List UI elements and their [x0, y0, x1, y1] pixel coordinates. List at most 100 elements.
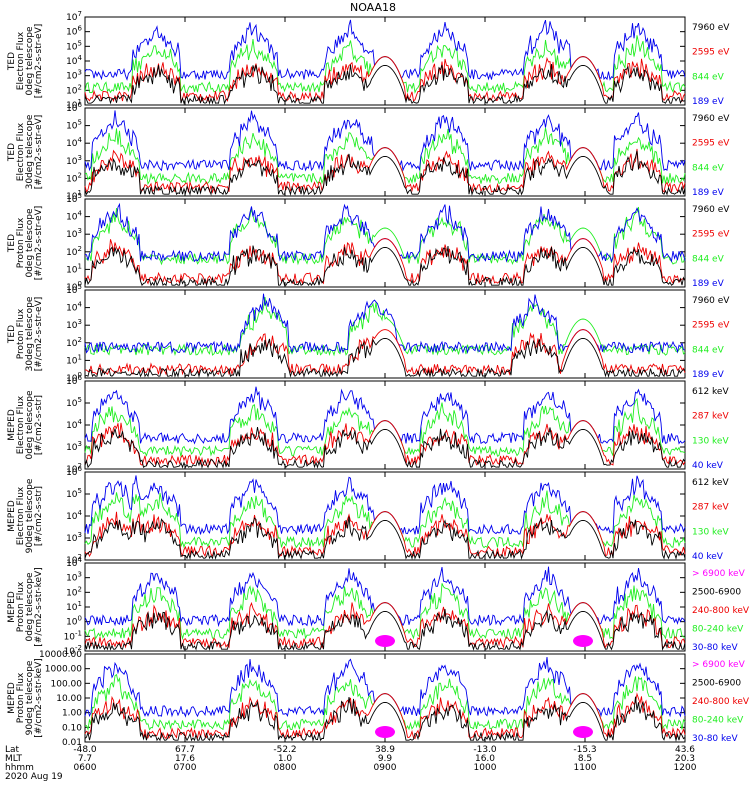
legend-entry: 844 eV	[692, 345, 725, 355]
y-axis-label: Proton Flux	[16, 581, 26, 632]
panel-frame	[84, 380, 686, 470]
y-axis-label: Electron Flux	[16, 395, 26, 454]
series-black	[84, 696, 686, 742]
y-axis-label: TED	[7, 325, 17, 344]
legend-entry: 240-800 keV	[692, 606, 750, 616]
legend-entry: 130 keV	[692, 436, 729, 446]
panel-frame	[84, 16, 686, 106]
panel-6: 102 103 104 105 106 MEPED Electron Flux 90deg t…	[7, 465, 729, 566]
series-blue	[84, 657, 686, 718]
series-blue	[84, 293, 686, 355]
y-tick-label: 101	[66, 353, 82, 366]
y-tick-label: 1000.00	[45, 665, 82, 675]
y-axis-label: [#/cm2-s-str-keV]	[34, 567, 44, 646]
series-blue	[84, 19, 686, 81]
legend-entry: 7960 eV	[692, 23, 730, 33]
legend-entry: 189 eV	[692, 279, 725, 289]
legend-entry: > 6900 keV	[692, 569, 746, 579]
series-magenta	[573, 635, 593, 647]
series-green	[84, 297, 686, 357]
series-black	[84, 608, 686, 651]
x-tick-label-hhmm: 0900	[374, 763, 397, 773]
y-tick-label: 106	[66, 25, 82, 38]
legend-entry: 612 keV	[692, 387, 729, 397]
y-tick-label: 102	[66, 83, 82, 96]
y-axis-label: 0deg telescope	[25, 26, 35, 96]
x-tick-label-hhmm: 1100	[574, 763, 597, 773]
panel-5: 102 103 104 105 106 MEPED Electron Flux 0deg te…	[7, 374, 729, 475]
y-tick-label: 101	[66, 189, 82, 202]
legend-entry: 844 eV	[692, 163, 725, 173]
y-tick-label: 106	[66, 101, 82, 114]
legend-entry: 2500-6900	[692, 679, 741, 689]
y-tick-label: 100	[66, 615, 82, 628]
legend-entry: 7960 eV	[692, 114, 730, 124]
series-red	[84, 420, 686, 467]
legend-entry: 189 eV	[692, 188, 725, 198]
y-axis-label: MEPED	[7, 409, 17, 441]
series-magenta	[375, 726, 395, 738]
y-tick-label: 102	[66, 462, 82, 475]
y-tick-label: 100	[66, 371, 82, 384]
legend-entry: 40 keV	[692, 461, 724, 471]
series-red	[84, 511, 686, 558]
y-tick-label: 10-1	[64, 629, 82, 642]
series-red	[84, 601, 686, 649]
legend-entry: 130 keV	[692, 527, 729, 537]
y-axis-label: Electron Flux	[16, 122, 26, 181]
y-axis-label: 0deg telescope	[25, 572, 35, 642]
legend-entry: 40 keV	[692, 552, 724, 562]
y-tick-label: 102	[66, 336, 82, 349]
panel-2: 101 102 103 104 105 106 TED Electron Flux 30deg …	[7, 101, 730, 202]
y-axis-label: 90deg telescope	[25, 660, 35, 735]
y-tick-label: 102	[66, 171, 82, 184]
y-tick-label: 0.01	[62, 738, 82, 748]
y-tick-label: 101	[66, 262, 82, 275]
series-red	[84, 329, 686, 376]
legend-entry: 2595 eV	[692, 48, 730, 58]
legend-entry: > 6900 keV	[692, 660, 746, 670]
series-magenta	[375, 635, 395, 647]
x-tick-label-hhmm: 0700	[174, 763, 197, 773]
legend-entry: 189 eV	[692, 370, 725, 380]
y-tick-label: 102	[66, 245, 82, 258]
x-tick-label-mlt: 1.0	[278, 754, 293, 764]
x-tick-label-lat: 43.6	[675, 745, 695, 755]
legend-entry: 844 eV	[692, 254, 725, 264]
legend-entry: 2595 eV	[692, 139, 730, 149]
legend-entry: 2595 eV	[692, 230, 730, 240]
legend-entry: 287 keV	[692, 503, 729, 513]
y-tick-label: 101	[66, 98, 82, 111]
x-tick-label-mlt: 7.7	[78, 754, 92, 764]
y-tick-label: 100.00	[51, 679, 83, 689]
y-tick-label: 103	[66, 227, 82, 240]
y-tick-label: 10.00	[56, 694, 82, 704]
y-tick-label: 103	[66, 571, 82, 584]
y-tick-label: 103	[66, 440, 82, 453]
y-axis-label: [#/cm2-s-str-keV]	[34, 658, 44, 737]
y-tick-label: 105	[66, 119, 82, 132]
y-axis-label: MEPED	[7, 682, 17, 714]
series-black	[84, 63, 686, 105]
x-tick-label-lat: -13.0	[473, 745, 497, 755]
x-row-label: MLT	[5, 754, 23, 764]
y-axis-label: Electron Flux	[16, 31, 26, 90]
series-black	[84, 245, 686, 287]
y-axis-label: 30deg telescope	[25, 114, 35, 189]
legend-entry: 7960 eV	[692, 296, 730, 306]
y-tick-label: 104	[66, 136, 82, 149]
y-tick-label: 1.00	[62, 709, 82, 719]
legend-entry: 80-240 keV	[692, 716, 744, 726]
panel-4: 100 101 102 103 104 105 TED Proton Flux 30deg te…	[7, 283, 730, 384]
legend-entry: 189 eV	[692, 97, 725, 107]
legend-entry: 30-80 keV	[692, 643, 738, 653]
x-tick-label-lat: -52.2	[273, 745, 296, 755]
series-blue	[84, 202, 686, 263]
y-tick-label: 105	[66, 396, 82, 409]
y-tick-label: 100	[66, 280, 82, 293]
y-axis-label: [#/cm2-s-str-eV]	[34, 206, 44, 281]
y-tick-label: 104	[66, 509, 82, 522]
x-tick-label-hhmm: 0800	[274, 763, 297, 773]
x-tick-label-hhmm: 1000	[474, 763, 497, 773]
